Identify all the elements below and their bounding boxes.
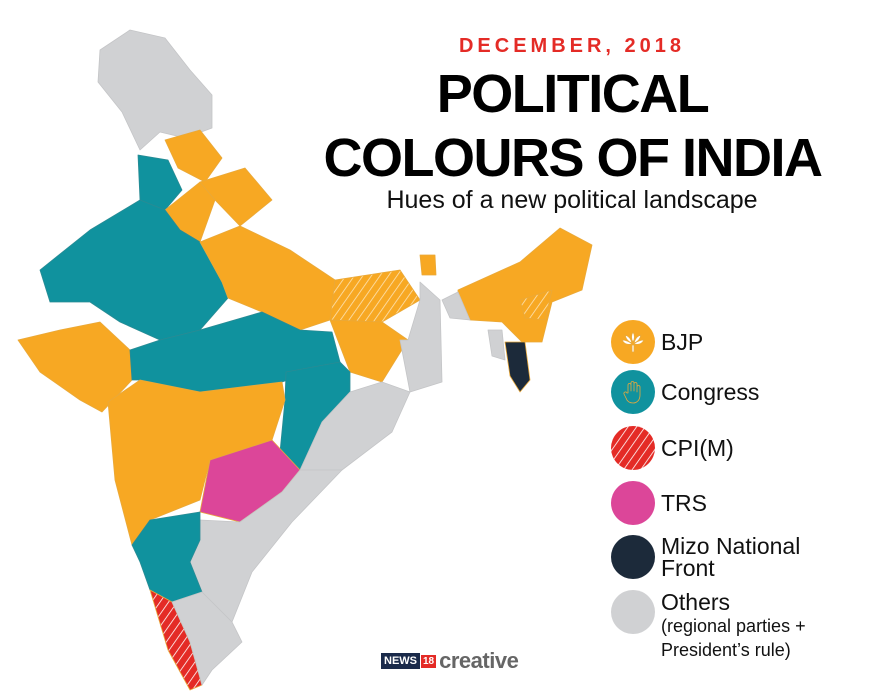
state-region (171, 591, 243, 686)
legend-label: Mizo National Front (661, 533, 801, 581)
lotus-icon (611, 320, 655, 364)
state-region (199, 225, 336, 331)
title-line-2: COLOURS OF INDIA (323, 128, 824, 188)
news18-creative-logo: NEWS 18 creative (381, 648, 519, 674)
state-region (504, 341, 531, 393)
state-region (457, 227, 593, 343)
state-region (199, 167, 273, 227)
legend-label: Congress (661, 379, 760, 405)
state-region (329, 269, 421, 323)
legend-note: (regional parties + President’s rule) (661, 616, 806, 660)
state-region (137, 154, 183, 211)
legend-item-bjp: BJP (611, 320, 703, 364)
state-region (519, 289, 553, 321)
color-swatch (611, 481, 655, 525)
legend-item-trs: TRS (611, 481, 707, 525)
state-region (164, 129, 223, 183)
legend-item-others: Others (regional parties + President’s r… (611, 590, 861, 662)
color-swatch (611, 590, 655, 634)
legend-label: TRS (661, 490, 707, 516)
legend-label: Others (661, 589, 731, 615)
state-region (441, 291, 471, 321)
legend-item-mnf: Mizo National Front (611, 533, 841, 581)
legend-label: CPI(M) (661, 435, 734, 461)
color-swatch (611, 535, 655, 579)
date-heading: DECEMBER, 2018 (458, 35, 686, 57)
legend-label: BJP (661, 329, 704, 355)
title-line-1: POLITICAL (436, 64, 710, 124)
india-political-map (17, 29, 593, 691)
legend-item-cpim: CPI(M) (611, 426, 734, 470)
legend-item-congress: Congress (611, 370, 759, 414)
state-region (399, 281, 443, 393)
hatched-swatch (611, 426, 655, 470)
state-region (329, 319, 409, 383)
state-region (419, 254, 437, 276)
hand-icon (611, 370, 655, 414)
state-region (487, 329, 506, 361)
state-region (131, 511, 203, 603)
subtitle: Hues of a new political landscape (386, 186, 758, 214)
